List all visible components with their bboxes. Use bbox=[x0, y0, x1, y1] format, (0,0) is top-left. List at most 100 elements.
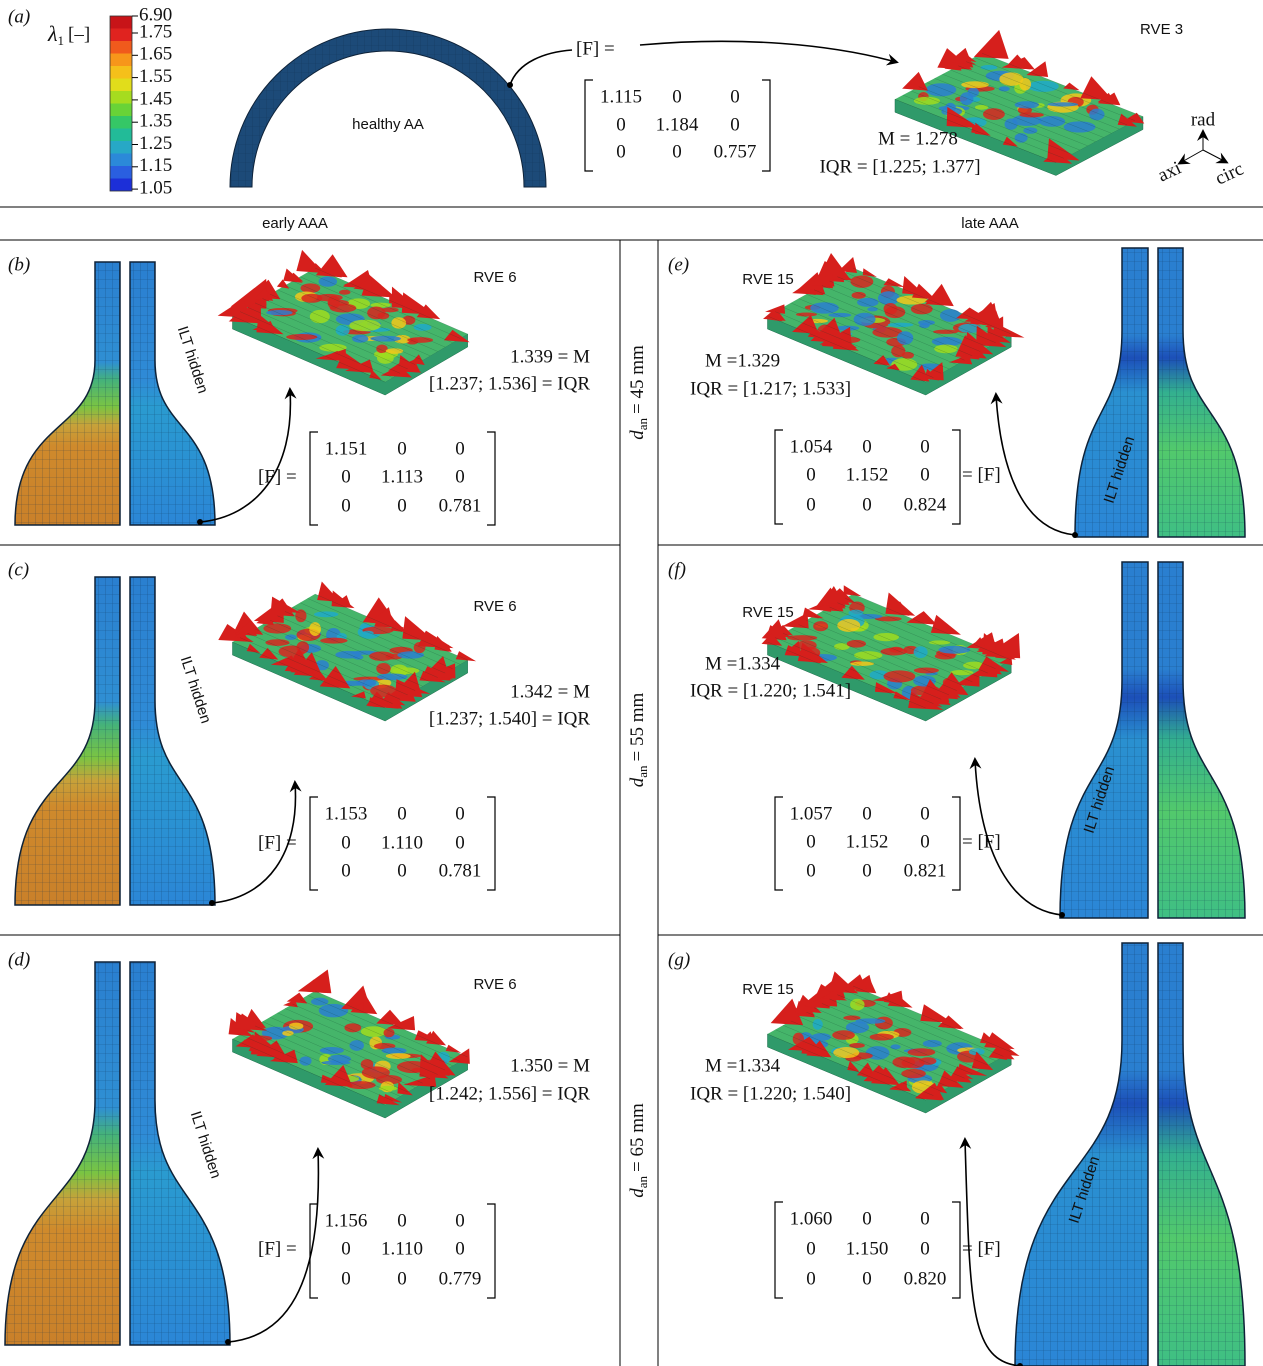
rve-spike bbox=[402, 616, 434, 640]
matrix-entry: 1.115 bbox=[600, 86, 642, 107]
median: M =1.334 bbox=[705, 653, 781, 674]
rve-patch bbox=[828, 313, 851, 317]
panel-label: (c) bbox=[8, 559, 29, 580]
rve-patch bbox=[983, 108, 1005, 120]
rve-patch bbox=[300, 1056, 312, 1065]
matrix-entry: 0 bbox=[672, 86, 682, 107]
rve-patch bbox=[914, 646, 928, 658]
rve-patch bbox=[884, 670, 916, 682]
rve-patch bbox=[888, 323, 914, 327]
matrix-entry: 0 bbox=[616, 141, 626, 162]
rve-patch bbox=[854, 651, 882, 659]
rve-patch bbox=[833, 1047, 859, 1058]
diameter-label: dan= 65 mm bbox=[627, 1103, 650, 1198]
rve-patch bbox=[889, 647, 903, 653]
colorbar-tick-label: 1.65 bbox=[139, 44, 172, 65]
matrix-bracket bbox=[952, 797, 960, 890]
rve-patch bbox=[857, 298, 878, 307]
rve-patch bbox=[1015, 133, 1028, 143]
matrix-entry: 1.152 bbox=[846, 464, 889, 485]
matrix-entry: 0 bbox=[862, 803, 872, 824]
rve-patch bbox=[796, 313, 817, 317]
rve-patch bbox=[1048, 102, 1079, 106]
rve-spike bbox=[402, 292, 435, 314]
rve-patch bbox=[376, 663, 390, 674]
rve-patch bbox=[266, 310, 292, 315]
diameter-subscript: an bbox=[635, 765, 650, 778]
matrix-entry: 0 bbox=[920, 1208, 930, 1229]
rve-patch bbox=[960, 92, 974, 105]
rve-patch bbox=[892, 1057, 915, 1068]
diameter-subscript: an bbox=[635, 1176, 650, 1189]
hidden-label: ILT hidden bbox=[177, 654, 215, 725]
matrix-entry: 0 bbox=[397, 438, 407, 459]
rve-patch bbox=[950, 670, 973, 675]
matrix-entry: 0.821 bbox=[904, 860, 947, 881]
matrix-entry: 1.151 bbox=[325, 438, 368, 459]
rve-patch bbox=[873, 633, 899, 641]
rve-patch bbox=[320, 1047, 344, 1054]
axis-arrow bbox=[1203, 150, 1226, 162]
matrix-entry: 1.057 bbox=[790, 803, 833, 824]
rve-patch bbox=[940, 309, 961, 322]
median: 1.342 = M bbox=[510, 681, 590, 702]
rve-patch bbox=[810, 302, 839, 313]
colorbar-segment bbox=[110, 104, 132, 117]
iqr: IQR = [1.225; 1.377] bbox=[819, 156, 980, 177]
panel-label: (b) bbox=[8, 254, 30, 275]
rve-patch bbox=[867, 307, 877, 311]
rve-patch bbox=[356, 679, 376, 686]
matrix-entry: 1.054 bbox=[790, 436, 833, 457]
vessel-mesh bbox=[1158, 248, 1245, 537]
rve-patch bbox=[369, 652, 394, 661]
diameter-value: = 45 mm bbox=[627, 345, 648, 414]
colorbar-segment bbox=[110, 166, 132, 179]
axis-label: rad bbox=[1191, 109, 1216, 130]
matrix-entry: 0 bbox=[341, 495, 351, 516]
rve-patch bbox=[377, 674, 408, 681]
rve-label: RVE 6 bbox=[473, 976, 516, 993]
matrix-bracket bbox=[487, 797, 495, 890]
rve-patch bbox=[923, 1040, 942, 1047]
colorbar-segment bbox=[110, 79, 132, 92]
matrix-entry: 0 bbox=[341, 1268, 351, 1289]
matrix-entry: 0 bbox=[397, 860, 407, 881]
diameter-symbol: d bbox=[627, 777, 648, 787]
rve-label: RVE 6 bbox=[473, 598, 516, 615]
rve-patch bbox=[980, 65, 997, 70]
panel-label: (d) bbox=[8, 949, 30, 970]
matrix-bracket bbox=[775, 1202, 783, 1298]
rve-patch bbox=[890, 1044, 900, 1049]
rve-patch bbox=[832, 1030, 855, 1040]
matrix-entry: 0 bbox=[397, 495, 407, 516]
matrix-entry: 0 bbox=[341, 832, 351, 853]
rve-patch bbox=[1039, 116, 1065, 127]
colorbar-segment bbox=[110, 66, 132, 79]
vessel-mesh bbox=[1158, 943, 1245, 1366]
diameter-value: = 65 mm bbox=[627, 1103, 648, 1172]
colorbar-tick-label: 1.45 bbox=[139, 88, 172, 109]
median: M =1.334 bbox=[705, 1055, 781, 1076]
matrix-entry: 0 bbox=[806, 860, 816, 881]
vessel-mesh bbox=[1158, 562, 1245, 918]
panel-label: (e) bbox=[668, 254, 689, 275]
matrix-entry: 0 bbox=[862, 1268, 872, 1289]
rve-patch bbox=[855, 1018, 885, 1024]
f-label: [F] = bbox=[576, 38, 615, 59]
vessel-mesh bbox=[15, 262, 120, 525]
diameter-subscript: an bbox=[635, 418, 650, 431]
colorbar-segment bbox=[110, 29, 132, 42]
matrix-bracket bbox=[775, 797, 783, 890]
rve-patch bbox=[849, 1043, 865, 1048]
vessel-mesh bbox=[1060, 562, 1148, 918]
matrix-entry: 0.781 bbox=[439, 860, 482, 881]
rve-spike bbox=[435, 636, 453, 652]
vessel-label: healthy AA bbox=[352, 116, 424, 133]
median: 1.350 = M bbox=[510, 1055, 590, 1076]
matrix-bracket bbox=[762, 80, 770, 171]
median: M =1.329 bbox=[705, 350, 780, 371]
matrix-entry: 0 bbox=[920, 1238, 930, 1259]
axis-label: circ bbox=[1212, 158, 1247, 189]
matrix-entry: 1.150 bbox=[846, 1238, 889, 1259]
rve-patch bbox=[352, 335, 368, 343]
